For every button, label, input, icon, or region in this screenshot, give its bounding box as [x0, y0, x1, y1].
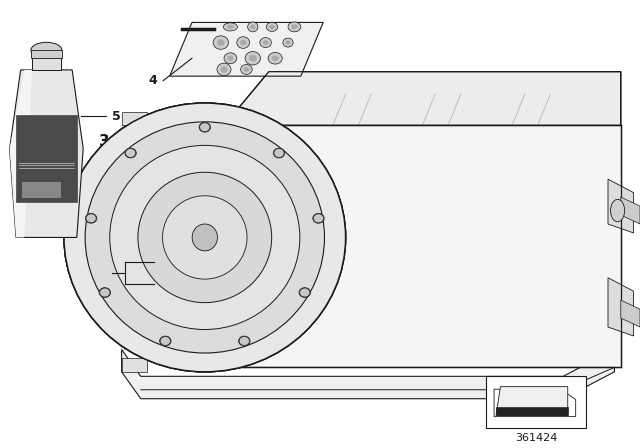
Ellipse shape [200, 123, 210, 132]
Ellipse shape [307, 220, 346, 255]
Ellipse shape [85, 122, 324, 353]
Ellipse shape [243, 67, 250, 72]
Ellipse shape [99, 288, 111, 297]
Ellipse shape [272, 56, 279, 61]
Ellipse shape [220, 66, 228, 73]
Ellipse shape [285, 40, 291, 45]
Polygon shape [333, 125, 358, 367]
Ellipse shape [110, 145, 300, 330]
Ellipse shape [250, 24, 255, 30]
Polygon shape [494, 389, 576, 417]
Ellipse shape [159, 336, 171, 346]
Polygon shape [32, 56, 61, 70]
Ellipse shape [237, 37, 250, 48]
Ellipse shape [85, 213, 97, 223]
Polygon shape [122, 358, 147, 372]
Polygon shape [22, 182, 61, 198]
Polygon shape [16, 115, 77, 202]
Ellipse shape [262, 40, 269, 45]
Text: 1: 1 [93, 255, 102, 269]
Ellipse shape [31, 42, 62, 58]
Ellipse shape [224, 53, 237, 64]
Ellipse shape [125, 149, 136, 158]
Polygon shape [224, 72, 621, 125]
Ellipse shape [192, 224, 218, 251]
Ellipse shape [227, 56, 234, 61]
Ellipse shape [110, 145, 300, 330]
Bar [486, 376, 586, 428]
Text: 5: 5 [112, 110, 121, 123]
Ellipse shape [273, 148, 285, 158]
Ellipse shape [288, 22, 301, 32]
Ellipse shape [85, 122, 324, 353]
Polygon shape [512, 125, 538, 367]
Polygon shape [621, 197, 640, 224]
Polygon shape [170, 22, 323, 76]
Ellipse shape [125, 148, 136, 158]
Ellipse shape [239, 336, 250, 345]
Ellipse shape [313, 213, 324, 223]
Ellipse shape [274, 149, 284, 158]
Ellipse shape [160, 336, 170, 345]
Polygon shape [608, 278, 634, 336]
Polygon shape [608, 179, 634, 233]
Ellipse shape [86, 214, 96, 223]
Ellipse shape [315, 228, 338, 247]
Ellipse shape [248, 22, 258, 32]
Ellipse shape [245, 52, 260, 65]
Polygon shape [224, 125, 621, 367]
Ellipse shape [241, 65, 252, 74]
Polygon shape [496, 387, 568, 415]
Polygon shape [422, 125, 448, 367]
Ellipse shape [217, 63, 231, 76]
Ellipse shape [64, 103, 346, 372]
Ellipse shape [260, 38, 271, 47]
Ellipse shape [227, 25, 234, 29]
Polygon shape [496, 407, 568, 415]
Text: 361424: 361424 [515, 433, 557, 443]
Polygon shape [122, 349, 614, 399]
Text: 3-DS: 3-DS [99, 134, 140, 149]
Ellipse shape [291, 24, 298, 30]
Ellipse shape [268, 52, 282, 64]
Ellipse shape [314, 214, 324, 223]
Polygon shape [122, 125, 224, 367]
Ellipse shape [213, 36, 228, 49]
Polygon shape [31, 50, 62, 58]
Ellipse shape [217, 39, 225, 46]
Ellipse shape [239, 336, 250, 346]
Polygon shape [10, 70, 83, 237]
Ellipse shape [163, 196, 247, 279]
Ellipse shape [611, 199, 625, 222]
Ellipse shape [283, 38, 293, 47]
Polygon shape [621, 300, 640, 327]
Ellipse shape [191, 224, 219, 252]
Ellipse shape [64, 103, 346, 372]
Ellipse shape [64, 103, 346, 372]
Polygon shape [224, 125, 621, 367]
Ellipse shape [240, 40, 246, 46]
Polygon shape [224, 125, 243, 367]
Ellipse shape [299, 288, 310, 297]
Polygon shape [122, 112, 147, 125]
Ellipse shape [100, 288, 110, 297]
Ellipse shape [199, 122, 211, 132]
Ellipse shape [249, 55, 257, 62]
Ellipse shape [138, 172, 272, 303]
Ellipse shape [266, 22, 278, 31]
Ellipse shape [163, 196, 247, 279]
Text: 2: 2 [93, 278, 102, 291]
Ellipse shape [300, 288, 310, 297]
Polygon shape [10, 70, 32, 237]
Text: 4: 4 [148, 74, 157, 87]
Ellipse shape [138, 172, 272, 303]
Ellipse shape [223, 23, 237, 31]
Ellipse shape [269, 25, 275, 29]
